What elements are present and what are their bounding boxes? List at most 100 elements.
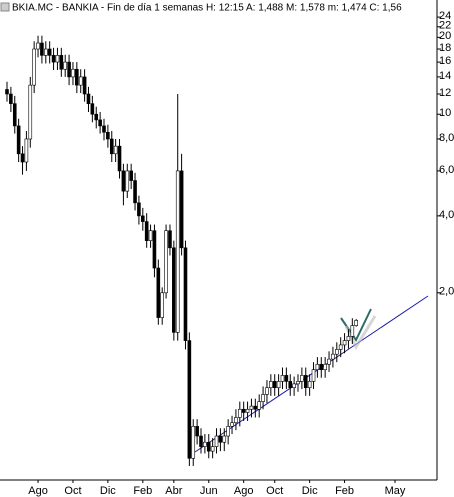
- candle-body: [319, 363, 324, 370]
- x-tick-label: Dic: [302, 485, 318, 497]
- candle-body: [160, 292, 164, 318]
- candle-body: [63, 61, 68, 70]
- candle-body: [47, 48, 52, 56]
- candle-body: [265, 387, 269, 395]
- candle-body: [300, 375, 304, 382]
- candle-body: [102, 125, 106, 133]
- chart-title: BKIA.MC - BANKIA - Fin de día 1 semanas …: [12, 3, 402, 14]
- check-shadow: [344, 315, 377, 351]
- candle-body: [133, 180, 137, 204]
- candle-body: [5, 89, 9, 95]
- candle-body: [315, 363, 320, 370]
- candle-body: [210, 446, 215, 452]
- candle-body: [82, 76, 87, 95]
- y-tick-label: 16: [439, 55, 451, 67]
- candle-body: [307, 381, 312, 389]
- candle-body: [257, 401, 262, 410]
- candle-body: [218, 435, 223, 443]
- candle-body: [214, 435, 219, 447]
- candle-body: [71, 68, 75, 78]
- candle-body: [137, 202, 141, 217]
- candle-body: [245, 408, 250, 413]
- candle-body: [199, 435, 203, 447]
- candle-body: [16, 125, 21, 155]
- candle-body: [168, 230, 172, 249]
- candle-body: [152, 230, 157, 269]
- candle-body: [90, 103, 95, 115]
- candle-body: [280, 375, 285, 382]
- candle-body: [241, 408, 246, 413]
- x-tick-label: Feb: [335, 485, 354, 497]
- candle-body: [106, 131, 110, 140]
- candle-body: [125, 170, 130, 192]
- candle-body: [59, 55, 64, 70]
- candle-body: [350, 325, 355, 337]
- x-tick-label: Oct: [64, 485, 81, 497]
- candle-body: [338, 344, 343, 350]
- candle-body: [51, 55, 56, 63]
- candle-body: [78, 76, 83, 86]
- y-tick-label: 20: [439, 30, 451, 42]
- y-tick-label: 14: [439, 70, 451, 82]
- candle-body: [20, 153, 25, 163]
- candle-body: [292, 383, 296, 389]
- candle-body: [261, 394, 265, 402]
- candle-body: [191, 426, 196, 459]
- y-tick-label: 10: [439, 107, 451, 119]
- candle-body: [183, 247, 188, 341]
- candle-body: [334, 349, 339, 355]
- candle-body: [172, 247, 176, 333]
- x-tick-label: Feb: [133, 485, 152, 497]
- x-tick-label: May: [385, 485, 406, 497]
- candle-body: [222, 435, 227, 443]
- candle-body: [272, 381, 277, 389]
- x-tick-label: Oct: [266, 485, 283, 497]
- x-tick-label: Abr: [165, 485, 182, 497]
- y-tick-label: 22: [439, 20, 451, 32]
- candle-body: [175, 170, 180, 333]
- candle-body: [36, 42, 40, 50]
- candle-body: [226, 426, 230, 437]
- candle-body: [121, 170, 126, 192]
- candle-body: [323, 363, 327, 370]
- y-tick-label: 24: [439, 10, 451, 22]
- candle-body: [117, 145, 122, 172]
- candle-body: [129, 170, 133, 181]
- candle-body: [28, 84, 33, 140]
- candle-body: [187, 340, 192, 459]
- candle-body: [86, 93, 91, 104]
- candle-body: [144, 221, 149, 241]
- candle-body: [195, 426, 199, 437]
- candle-body: [94, 113, 99, 121]
- candle-body: [276, 381, 281, 389]
- candle-body: [75, 68, 79, 86]
- y-tick-label: 18: [439, 42, 451, 54]
- x-tick-label: Dic: [100, 485, 116, 497]
- candle-body: [9, 93, 13, 104]
- candle-body: [311, 369, 316, 382]
- y-tick-label: 2,0: [439, 286, 454, 298]
- candle-body: [234, 417, 238, 424]
- candle-body: [327, 358, 331, 365]
- check-annotation: [340, 308, 372, 342]
- candle-body: [179, 170, 184, 249]
- candle-body: [148, 230, 153, 241]
- candle-body: [253, 405, 258, 410]
- y-tick-label: 6,0: [439, 164, 454, 176]
- candle-body: [43, 48, 48, 56]
- y-tick-label: 4,0: [439, 209, 454, 221]
- candle-body: [284, 375, 289, 382]
- candle-body: [288, 381, 293, 389]
- candle-body: [113, 145, 118, 155]
- candle-body: [206, 441, 211, 452]
- candle-body: [40, 42, 44, 56]
- candle-body: [32, 48, 36, 86]
- y-tick-label: 8,0: [439, 132, 454, 144]
- candle-body: [230, 422, 234, 427]
- candle-body: [249, 405, 254, 410]
- x-tick-label: Ago: [234, 485, 254, 497]
- candle-body: [12, 103, 17, 127]
- x-tick-label: Ago: [28, 485, 48, 497]
- candle-body: [98, 119, 102, 127]
